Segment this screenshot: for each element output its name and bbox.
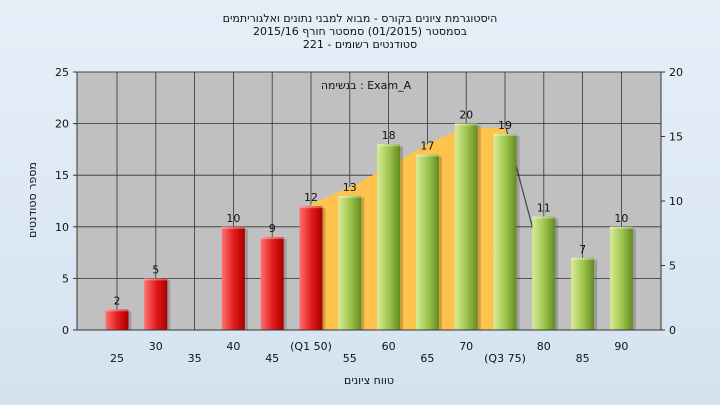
y2-tick-label: 5 [669,260,676,273]
data-label: 18 [382,129,396,142]
chart-title-line-1: היסטוגרמת ציונים בקורס - מבוא למבני נתונ… [223,12,498,25]
bar-65 [415,154,439,330]
bar-25 [105,309,129,330]
bar-60 [377,144,401,330]
bar-45 [260,237,284,330]
data-label: 9 [269,222,276,235]
x-tick-label: 40 [226,340,240,353]
data-label: 13 [343,181,357,194]
x-tick-label: 80 [537,340,551,353]
y2-tick-label: 0 [669,324,676,337]
data-label: 10 [226,212,240,225]
bar-cap [299,206,323,209]
y2-tick-label: 10 [669,195,683,208]
data-label: 11 [537,201,551,214]
bar-30 [144,278,168,330]
bar-Q150 [299,206,323,330]
data-labels: 2 5 10 9 12 13 18 17 20 19 11 7 10 [114,109,629,308]
y-tick-label: 15 [55,169,69,182]
data-label: 17 [420,140,434,153]
data-label: 10 [614,212,628,225]
x-tick-label: 65 [420,352,434,365]
data-label: 7 [579,243,586,256]
data-label: 20 [459,109,473,122]
x-tick-label: (Q3 75) [484,352,526,365]
x-tick-label: 70 [459,340,473,353]
bar-cap [260,237,284,240]
bar-70 [454,123,478,330]
y-tick-label: 25 [55,66,69,79]
bar-cap [454,123,478,126]
bar-cap [377,144,401,147]
bar-cap [144,278,168,281]
bar-80 [532,216,556,330]
bar-cap [415,154,439,157]
bar-cap [571,257,595,260]
y2-tick-label: 20 [669,66,683,79]
data-label: 5 [152,263,159,276]
exam-annotation: בנשימה : Exam_A [321,79,412,92]
data-label: 19 [498,119,512,132]
bar-cap [532,216,556,219]
x-axis-title: טווח ציונים [344,374,394,387]
y2-tick-label: 15 [669,131,683,144]
x-tick-label: 45 [265,352,279,365]
x-tick-label: 90 [614,340,628,353]
y-axis-title: מספר סטודנטים [26,162,39,238]
chart-title-line-2: בסמסטר (01/2015) סמסטר חורף 2015/16 [253,25,467,38]
bar-cap [609,226,633,229]
bar-85 [571,257,595,330]
bar-series [105,123,636,330]
y-tick-label: 0 [62,324,69,337]
data-label: 12 [304,191,318,204]
y-tick-label: 20 [55,118,69,131]
bar-40 [221,226,245,330]
bar-cap [221,226,245,229]
chart-title-line-3: סטודנטים רשומים - 221 [303,38,417,51]
x-tick-label: 55 [343,352,357,365]
y-tick-label: 5 [62,272,69,285]
x-tick-label: 25 [110,352,124,365]
y-tick-label: 10 [55,221,69,234]
x-tick-label: 30 [149,340,163,353]
bar-90 [609,226,633,330]
x-tick-label: 60 [382,340,396,353]
x-tick-label: 85 [576,352,590,365]
bar-Q375 [493,133,517,330]
data-label: 2 [114,294,121,307]
bar-cap [338,195,362,198]
bar-cap [493,133,517,136]
bar-55 [338,195,362,330]
bar-cap [105,309,129,312]
x-tick-label: 35 [188,352,202,365]
x-tick-label: (Q1 50) [290,340,332,353]
